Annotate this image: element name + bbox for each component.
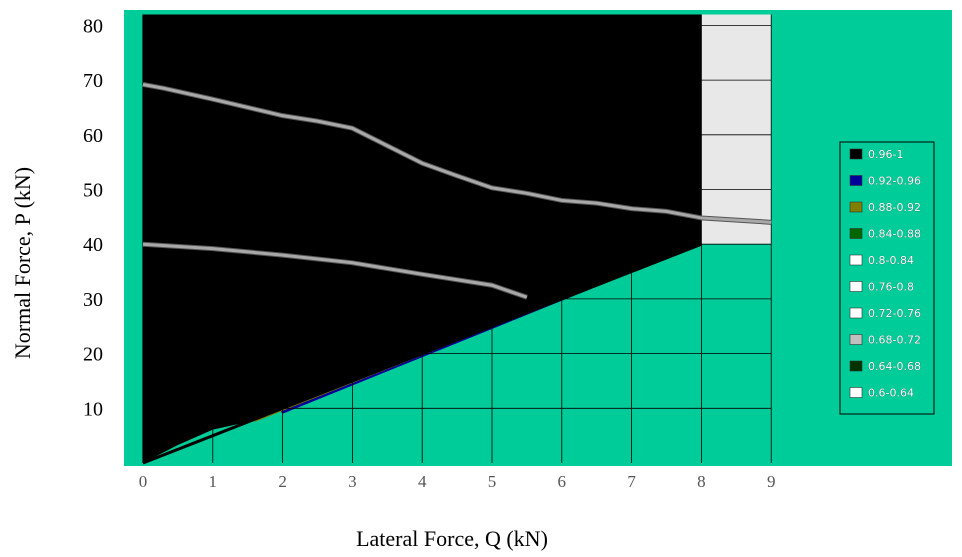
contour-line [142, 83, 772, 224]
x-axis-title: Lateral Force, Q (kN) [356, 526, 548, 551]
y-tick-label: 80 [83, 15, 103, 37]
legend-entry: 0.68-0.72 [849, 333, 921, 347]
y-tick-label: 10 [83, 398, 103, 420]
x-tick-label: 1 [209, 472, 218, 491]
legend-label: 0.96-1 [868, 148, 903, 161]
legend-swatch [849, 254, 863, 266]
y-tick-label: 20 [83, 344, 103, 366]
contour-line [142, 242, 528, 299]
legend-label: 0.72-0.76 [868, 307, 921, 320]
contour-lines [142, 82, 772, 300]
infeasible-boundary-line [142, 242, 702, 465]
legend: 0.96-1 0.92-0.96 0.88-0.92 0.84-0.88 0.8-0.8… [839, 141, 935, 415]
x-tick-label: 7 [627, 472, 636, 491]
y-tick-label: 40 [83, 234, 103, 256]
x-tick-label: 0 [139, 472, 148, 491]
legend-swatch [849, 334, 863, 345]
legend-entry: 0.88-0.92 [849, 201, 921, 214]
y-axis-title: Normal Force, P (kN) [10, 167, 35, 359]
x-axis-band [124, 466, 814, 504]
legend-label: 0.8-0.84 [868, 254, 914, 267]
x-tick-label: 4 [418, 472, 427, 491]
x-tick-label: 5 [488, 472, 497, 491]
y-tick-label: 70 [83, 70, 103, 92]
legend-label: 0.92-0.96 [868, 175, 921, 188]
x-tick-label: 2 [278, 472, 287, 491]
legend-swatch [849, 387, 863, 398]
legend-label: 0.6-0.64 [868, 387, 914, 400]
x-tick-label: 9 [767, 472, 776, 491]
legend-swatch [849, 228, 863, 239]
legend-swatch [849, 175, 863, 186]
y-tick-label: 30 [83, 289, 103, 311]
x-tick-label: 3 [348, 472, 357, 491]
legend-entry: 0.6-0.64 [849, 386, 914, 400]
legend-entry: 0.84-0.88 [849, 227, 921, 241]
legend-entry: 0.64-0.68 [849, 360, 921, 373]
gridlines [142, 14, 772, 463]
legend-label: 0.84-0.88 [868, 228, 921, 241]
legend-entry: 0.8-0.84 [849, 254, 914, 267]
legend-swatch [849, 360, 863, 372]
y-tick-label: 50 [83, 180, 103, 202]
legend-swatch [849, 148, 863, 160]
legend-entry: 0.72-0.76 [849, 307, 921, 320]
x-tick-label: 6 [558, 472, 567, 491]
legend-label: 0.64-0.68 [868, 360, 921, 373]
legend-label: 0.88-0.92 [868, 201, 921, 214]
y-tick-labels: 80 70 60 50 40 30 20 10 [83, 15, 103, 420]
x-tick-label: 8 [697, 472, 706, 491]
legend-entry: 0.92-0.96 [849, 174, 921, 188]
legend-label: 0.68-0.72 [868, 334, 921, 347]
legend-entry: 0.76-0.8 [849, 280, 914, 294]
y-tick-label: 60 [83, 125, 103, 147]
legend-swatch [849, 281, 863, 292]
legend-swatch [849, 307, 863, 319]
legend-label: 0.76-0.8 [868, 281, 914, 294]
x-tick-labels: 0 1 2 3 4 5 6 7 8 9 [139, 472, 776, 491]
legend-entry: 0.96-1 [849, 148, 904, 161]
legend-swatch [849, 201, 863, 213]
